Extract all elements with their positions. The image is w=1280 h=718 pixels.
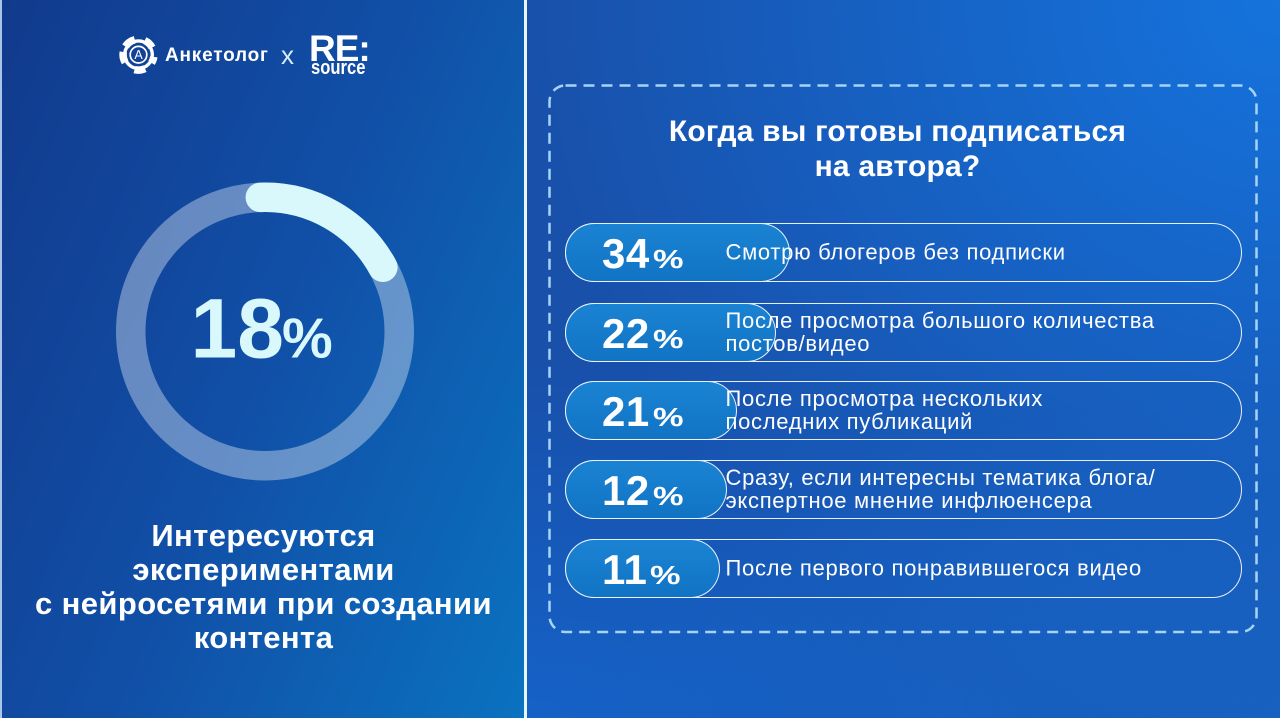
svg-text:A: A [134, 48, 143, 62]
